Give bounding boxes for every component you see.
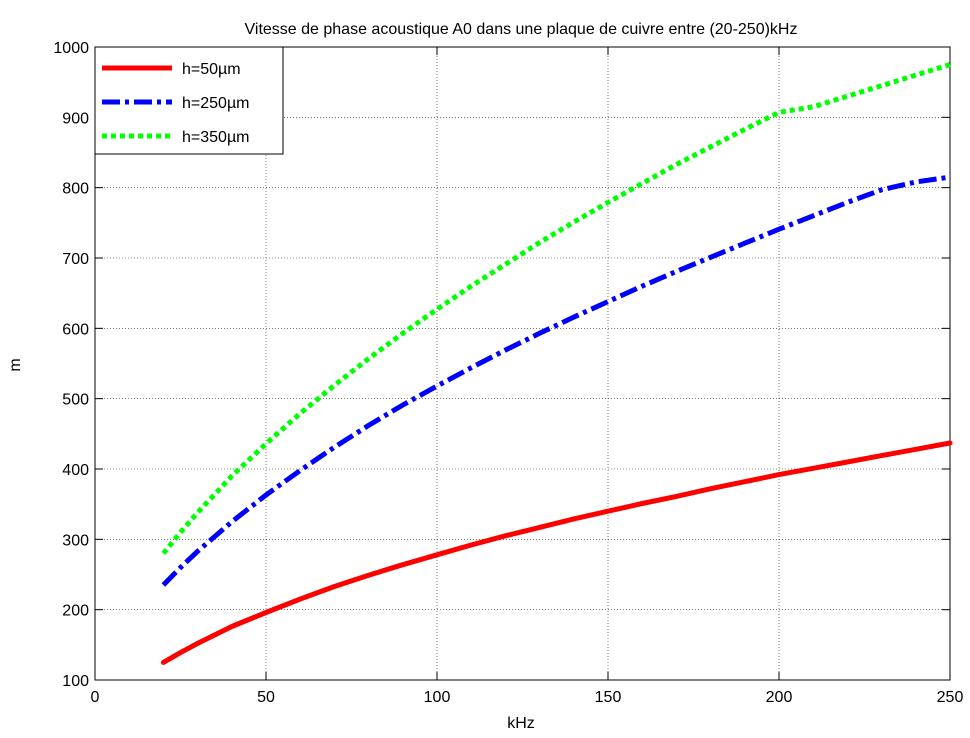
x-tick-label: 0 xyxy=(91,689,100,706)
x-axis-label: kHz xyxy=(507,715,535,732)
series-line-2 xyxy=(161,62,951,555)
y-tick-label: 100 xyxy=(62,673,89,690)
legend: h=50µm h=250µm h=350µm xyxy=(94,46,284,155)
y-tick-label: 200 xyxy=(62,603,89,620)
y-tick-label: 400 xyxy=(62,462,89,479)
y-tick-label: 300 xyxy=(62,532,89,549)
y-tick-label: 900 xyxy=(62,110,89,127)
x-tick-label: 50 xyxy=(257,689,275,706)
series-line-1 xyxy=(161,174,951,587)
x-tick-label: 200 xyxy=(766,689,793,706)
y-tick-label: 700 xyxy=(62,251,89,268)
y-tick-label: 800 xyxy=(62,181,89,198)
legend-label-1: h=250µm xyxy=(182,95,249,112)
x-tick-label: 100 xyxy=(424,689,451,706)
x-tick-label: 250 xyxy=(937,689,964,706)
legend-label-0: h=50µm xyxy=(182,61,241,78)
series-layer xyxy=(160,62,953,665)
ticks: 0 50 100 150 200 250 100 200 300 400 500 600 700 800 9… xyxy=(53,40,963,706)
series-line-0 xyxy=(160,440,953,665)
plot-area-frame xyxy=(94,46,951,681)
x-tick-label: 150 xyxy=(595,689,622,706)
y-axis-label: m xyxy=(7,358,24,371)
y-tick-label: 600 xyxy=(62,321,89,338)
chart-title: Vitesse de phase acoustique A0 dans une … xyxy=(245,21,798,38)
y-tick-label: 500 xyxy=(62,392,89,409)
legend-label-2: h=350µm xyxy=(182,129,249,146)
y-tick-label: 1000 xyxy=(53,40,89,57)
